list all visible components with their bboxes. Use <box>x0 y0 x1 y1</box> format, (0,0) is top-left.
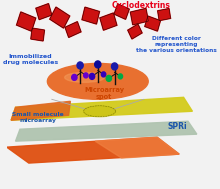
Ellipse shape <box>47 64 148 99</box>
Polygon shape <box>84 106 116 117</box>
Polygon shape <box>16 12 36 31</box>
Polygon shape <box>31 28 44 41</box>
Polygon shape <box>82 7 99 24</box>
Circle shape <box>112 63 118 70</box>
Circle shape <box>118 74 123 79</box>
Text: Microarray
spot: Microarray spot <box>84 87 124 100</box>
Text: SPRi: SPRi <box>168 122 187 131</box>
Text: Immobilized
drug molecules: Immobilized drug molecules <box>3 54 58 65</box>
Polygon shape <box>16 121 197 141</box>
Polygon shape <box>145 16 160 31</box>
Circle shape <box>89 73 95 79</box>
Text: Small molecule
microarray: Small molecule microarray <box>12 112 63 123</box>
Polygon shape <box>11 97 192 120</box>
Circle shape <box>77 62 83 69</box>
Polygon shape <box>7 137 179 163</box>
Ellipse shape <box>65 72 104 82</box>
Polygon shape <box>158 9 170 21</box>
Circle shape <box>101 72 106 77</box>
Text: Cyclodextrins: Cyclodextrins <box>112 1 170 10</box>
Text: Different color
representing
the various orientations: Different color representing the various… <box>136 36 217 53</box>
Polygon shape <box>130 8 148 25</box>
Circle shape <box>72 74 77 80</box>
Polygon shape <box>36 4 52 20</box>
Polygon shape <box>128 24 142 39</box>
Polygon shape <box>100 13 117 30</box>
Polygon shape <box>11 101 70 120</box>
Circle shape <box>84 73 88 78</box>
Polygon shape <box>114 4 129 19</box>
Polygon shape <box>65 22 81 37</box>
Circle shape <box>106 75 112 81</box>
Polygon shape <box>95 137 179 158</box>
Circle shape <box>95 61 101 68</box>
Polygon shape <box>50 7 70 28</box>
